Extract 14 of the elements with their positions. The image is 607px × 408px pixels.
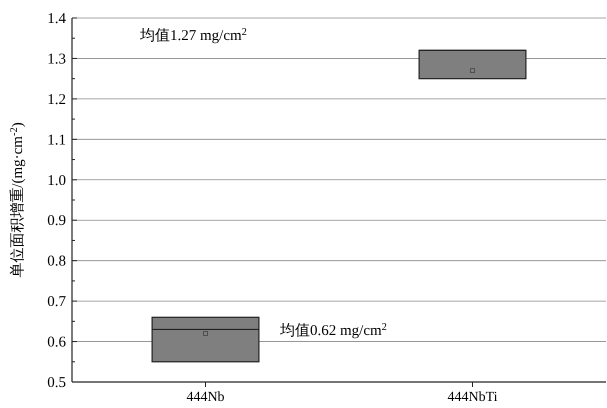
y-tick-label: 1.3 xyxy=(47,51,66,68)
y-tick-label: 1.2 xyxy=(47,92,66,108)
y-tick-label: 1.0 xyxy=(47,172,66,189)
y-tick-label: 0.7 xyxy=(47,294,66,310)
annotation: 均值1.27 mg/cm$^{2}$ xyxy=(139,26,247,44)
y-tick-label: 1.4 xyxy=(47,11,66,27)
y-tick-label: 0.6 xyxy=(47,334,66,351)
y-tick-label: 0.8 xyxy=(47,254,66,270)
y-tick-label: 0.5 xyxy=(47,375,66,391)
y-tick-label: 0.9 xyxy=(47,213,66,230)
x-tick-label: 444Nb xyxy=(186,390,225,405)
annotation: 均值0.62 mg/cm$^{2}$ xyxy=(279,322,387,339)
x-tick-label: 444NbTi xyxy=(447,390,498,405)
y-tick-label: 1.1 xyxy=(47,132,66,148)
